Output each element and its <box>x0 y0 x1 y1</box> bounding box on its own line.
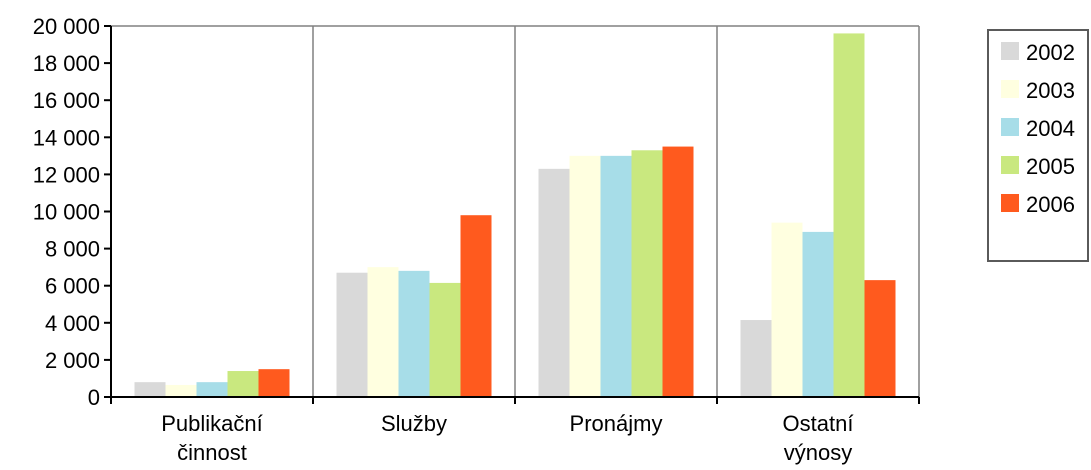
category-label: Ostatní výnosy <box>783 411 854 465</box>
x-axis-labels: Publikační činnost Služby Pronájmy Ostatní vý… <box>161 411 853 465</box>
bar-2004 <box>398 270 430 397</box>
category-label: Publikační činnost <box>161 411 263 465</box>
y-tick-label: 0 <box>88 385 100 410</box>
legend-frame <box>987 29 1089 262</box>
y-tick-label: 10 000 <box>33 200 100 225</box>
y-axis-ticks: 0 2 000 4 000 6 000 8 000 10 000 12 000 14 000 1… <box>33 14 111 410</box>
category-label: Pronájmy <box>570 411 663 436</box>
bars <box>134 33 896 398</box>
bar-2005 <box>227 371 259 397</box>
legend-label-2003: 2003 <box>1026 78 1075 103</box>
bar-2003 <box>367 267 399 397</box>
legend-swatch-2003 <box>1001 80 1019 98</box>
bar-2006 <box>258 369 290 397</box>
bar-2006 <box>460 215 492 397</box>
legend-label-2004: 2004 <box>1026 116 1075 141</box>
bar-2003 <box>771 222 803 397</box>
category-label: Služby <box>381 411 447 436</box>
y-tick-label: 2 000 <box>45 348 100 373</box>
bar-2006 <box>864 280 896 397</box>
legend: 2002 2003 2004 2005 2006 <box>987 29 1089 262</box>
y-tick-label: 8 000 <box>45 237 100 262</box>
y-tick-label: 20 000 <box>33 14 100 39</box>
legend-swatch-2006 <box>1001 194 1019 212</box>
bar-2002 <box>134 382 166 397</box>
bar-2004 <box>196 382 228 397</box>
grid-lines <box>111 25 920 397</box>
y-tick-label: 18 000 <box>33 51 100 76</box>
bar-2006 <box>662 146 694 397</box>
y-tick-label: 16 000 <box>33 88 100 113</box>
legend-swatch-2004 <box>1001 118 1019 136</box>
bar-2002 <box>740 320 772 397</box>
bar-2004 <box>600 155 632 397</box>
legend-label-2006: 2006 <box>1026 192 1075 217</box>
legend-label-2005: 2005 <box>1026 154 1075 179</box>
legend-swatch-2002 <box>1001 42 1019 60</box>
legend-label-2002: 2002 <box>1026 40 1075 65</box>
bar-2005 <box>631 150 663 397</box>
y-tick-label: 6 000 <box>45 274 100 299</box>
y-tick-label: 12 000 <box>33 162 100 187</box>
bar-2004 <box>802 231 834 397</box>
bar-2003 <box>165 384 197 397</box>
bar-2005 <box>833 33 865 398</box>
bar-2005 <box>429 282 461 397</box>
legend-swatch-2005 <box>1001 156 1019 174</box>
bar-2002 <box>336 272 368 397</box>
bar-2003 <box>569 155 601 397</box>
y-tick-label: 14 000 <box>33 125 100 150</box>
y-tick-label: 4 000 <box>45 311 100 336</box>
bar-2002 <box>538 168 570 397</box>
